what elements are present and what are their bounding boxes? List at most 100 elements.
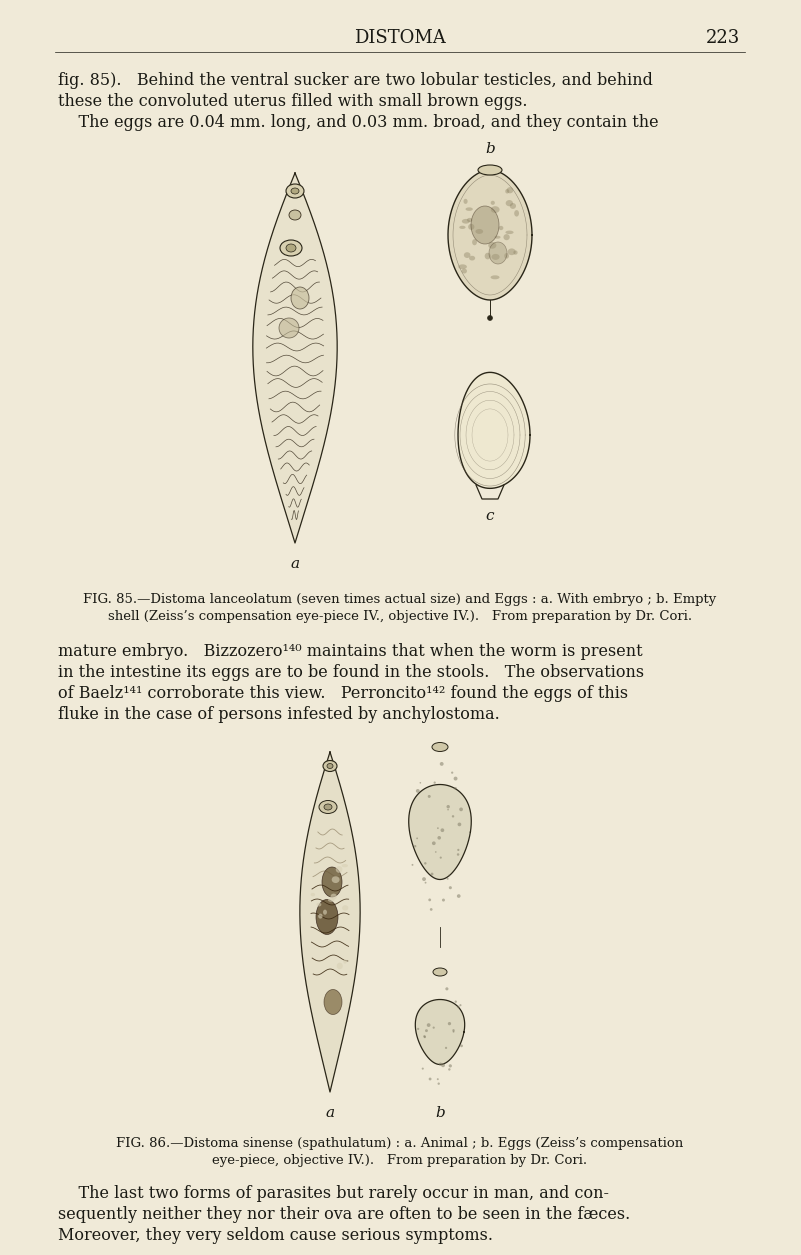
Ellipse shape bbox=[476, 228, 483, 233]
Ellipse shape bbox=[491, 201, 495, 205]
Ellipse shape bbox=[416, 789, 420, 793]
Ellipse shape bbox=[469, 256, 475, 261]
Ellipse shape bbox=[461, 1044, 463, 1047]
Ellipse shape bbox=[489, 242, 507, 264]
Text: these the convoluted uterus filled with small brown eggs.: these the convoluted uterus filled with … bbox=[58, 93, 528, 110]
Ellipse shape bbox=[435, 851, 437, 853]
Ellipse shape bbox=[437, 827, 439, 830]
Ellipse shape bbox=[464, 252, 470, 259]
Ellipse shape bbox=[447, 808, 449, 811]
Ellipse shape bbox=[505, 190, 509, 193]
Ellipse shape bbox=[336, 866, 343, 872]
Ellipse shape bbox=[433, 968, 447, 976]
Ellipse shape bbox=[471, 206, 499, 243]
Ellipse shape bbox=[428, 794, 431, 798]
Ellipse shape bbox=[341, 863, 348, 867]
Ellipse shape bbox=[316, 902, 321, 906]
Ellipse shape bbox=[460, 1004, 461, 1007]
Ellipse shape bbox=[457, 822, 461, 826]
Text: mature embryo.   Bizzozero¹⁴⁰ maintains that when the worm is present: mature embryo. Bizzozero¹⁴⁰ maintains th… bbox=[58, 643, 642, 660]
Ellipse shape bbox=[280, 240, 302, 256]
Ellipse shape bbox=[453, 1030, 454, 1033]
Ellipse shape bbox=[472, 240, 477, 245]
Ellipse shape bbox=[420, 782, 421, 783]
Ellipse shape bbox=[505, 231, 513, 235]
Ellipse shape bbox=[440, 762, 444, 766]
Ellipse shape bbox=[449, 1064, 452, 1068]
Ellipse shape bbox=[485, 252, 491, 260]
Ellipse shape bbox=[505, 200, 513, 206]
Ellipse shape bbox=[514, 210, 519, 217]
Ellipse shape bbox=[478, 164, 502, 174]
Ellipse shape bbox=[425, 1029, 428, 1032]
Ellipse shape bbox=[344, 959, 347, 964]
Text: FIG. 86.—Distoma sinense (spathulatum) : a. Animal ; b. Eggs (Zeiss’s compensati: FIG. 86.—Distoma sinense (spathulatum) :… bbox=[116, 1137, 683, 1150]
Ellipse shape bbox=[513, 251, 517, 255]
Ellipse shape bbox=[505, 254, 509, 259]
Ellipse shape bbox=[462, 218, 470, 223]
Ellipse shape bbox=[318, 914, 323, 919]
Text: Moreover, they very seldom cause serious symptoms.: Moreover, they very seldom cause serious… bbox=[58, 1227, 493, 1244]
Ellipse shape bbox=[464, 198, 468, 203]
Ellipse shape bbox=[448, 1022, 451, 1025]
Text: shell (Zeiss’s compensation eye-piece IV., objective IV.).   From preparation by: shell (Zeiss’s compensation eye-piece IV… bbox=[108, 610, 692, 622]
Ellipse shape bbox=[279, 318, 299, 338]
Ellipse shape bbox=[457, 1005, 460, 1008]
Ellipse shape bbox=[440, 857, 442, 858]
Ellipse shape bbox=[458, 265, 467, 269]
Ellipse shape bbox=[432, 841, 436, 845]
Ellipse shape bbox=[454, 787, 457, 789]
Ellipse shape bbox=[433, 782, 436, 783]
Ellipse shape bbox=[459, 226, 465, 228]
Ellipse shape bbox=[424, 1035, 426, 1038]
Ellipse shape bbox=[323, 761, 337, 772]
Text: of Baelz¹⁴¹ corroborate this view.   Perroncito¹⁴² found the eggs of this: of Baelz¹⁴¹ corroborate this view. Perro… bbox=[58, 685, 628, 702]
Ellipse shape bbox=[429, 899, 431, 901]
Ellipse shape bbox=[437, 1078, 439, 1081]
Ellipse shape bbox=[494, 236, 501, 238]
Text: b: b bbox=[485, 142, 495, 156]
Ellipse shape bbox=[442, 899, 445, 901]
Ellipse shape bbox=[414, 845, 417, 847]
Ellipse shape bbox=[508, 248, 516, 255]
Ellipse shape bbox=[465, 207, 473, 211]
Text: c: c bbox=[485, 510, 494, 523]
Ellipse shape bbox=[441, 828, 445, 832]
Ellipse shape bbox=[331, 894, 337, 900]
Ellipse shape bbox=[431, 872, 433, 876]
Ellipse shape bbox=[499, 226, 503, 230]
Ellipse shape bbox=[429, 1078, 432, 1081]
Ellipse shape bbox=[423, 1035, 425, 1038]
Ellipse shape bbox=[291, 287, 309, 309]
Ellipse shape bbox=[322, 867, 342, 897]
Text: in the intestine its eggs are to be found in the stools.   The observations: in the intestine its eggs are to be foun… bbox=[58, 664, 644, 681]
Ellipse shape bbox=[417, 1028, 419, 1030]
Ellipse shape bbox=[328, 899, 335, 902]
Ellipse shape bbox=[437, 1083, 440, 1084]
Text: a: a bbox=[291, 557, 300, 571]
Ellipse shape bbox=[467, 218, 473, 222]
Polygon shape bbox=[409, 784, 471, 880]
Text: fluke in the case of persons infested by anchylostoma.: fluke in the case of persons infested by… bbox=[58, 707, 500, 723]
Ellipse shape bbox=[451, 772, 453, 774]
Ellipse shape bbox=[412, 863, 413, 866]
Ellipse shape bbox=[421, 1068, 424, 1069]
Polygon shape bbox=[448, 169, 532, 300]
Ellipse shape bbox=[445, 988, 449, 990]
Text: a: a bbox=[325, 1106, 335, 1119]
Ellipse shape bbox=[454, 1000, 457, 1003]
Ellipse shape bbox=[441, 1063, 445, 1067]
Ellipse shape bbox=[452, 816, 454, 817]
Ellipse shape bbox=[433, 1027, 435, 1029]
Ellipse shape bbox=[319, 801, 337, 813]
Ellipse shape bbox=[504, 235, 509, 240]
Ellipse shape bbox=[311, 892, 315, 896]
Ellipse shape bbox=[289, 210, 301, 220]
Ellipse shape bbox=[488, 315, 493, 320]
Text: b: b bbox=[435, 1106, 445, 1119]
Ellipse shape bbox=[446, 804, 450, 808]
Ellipse shape bbox=[461, 269, 467, 274]
Ellipse shape bbox=[424, 862, 427, 865]
Ellipse shape bbox=[447, 877, 449, 880]
Text: sequently neither they nor their ova are often to be seen in the fæces.: sequently neither they nor their ova are… bbox=[58, 1206, 630, 1224]
